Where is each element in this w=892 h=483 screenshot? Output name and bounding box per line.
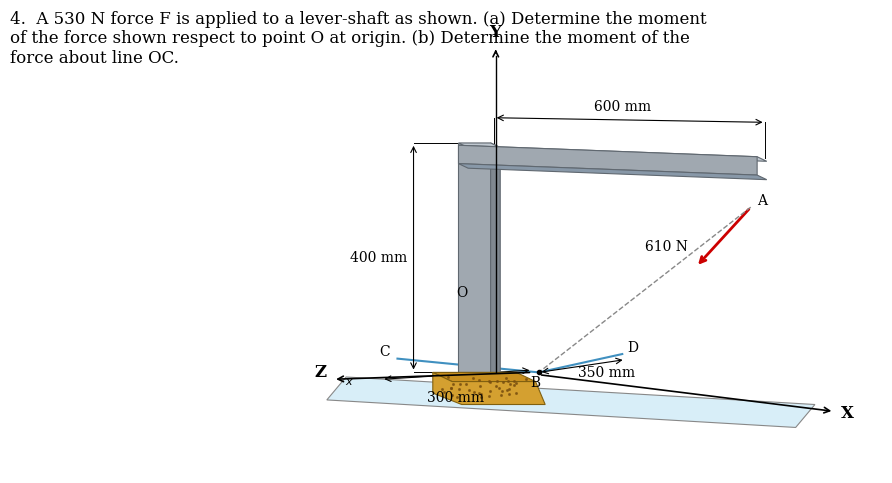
Text: D: D (627, 341, 639, 355)
Polygon shape (458, 145, 757, 175)
Text: 300 mm: 300 mm (426, 391, 483, 405)
Polygon shape (458, 145, 767, 161)
Text: C: C (379, 345, 390, 359)
Text: O: O (457, 285, 467, 299)
Polygon shape (458, 164, 767, 180)
Text: Z: Z (314, 364, 326, 381)
Text: 600 mm: 600 mm (594, 100, 651, 114)
Text: 4.  A 530 N force F is applied to a lever-shaft as shown. (a) Determine the mome: 4. A 530 N force F is applied to a lever… (11, 11, 707, 67)
Polygon shape (326, 377, 815, 427)
Text: 610 N: 610 N (645, 240, 688, 254)
Polygon shape (491, 143, 500, 377)
Text: B: B (531, 376, 541, 390)
Polygon shape (433, 372, 535, 382)
Text: A: A (757, 194, 767, 208)
Text: 400 mm: 400 mm (350, 251, 407, 265)
Text: 350 mm: 350 mm (578, 366, 635, 380)
Text: x: x (345, 377, 351, 387)
Polygon shape (458, 143, 500, 147)
Polygon shape (433, 372, 545, 405)
Text: X: X (840, 405, 854, 422)
Polygon shape (458, 143, 491, 372)
Text: Y: Y (490, 25, 501, 42)
